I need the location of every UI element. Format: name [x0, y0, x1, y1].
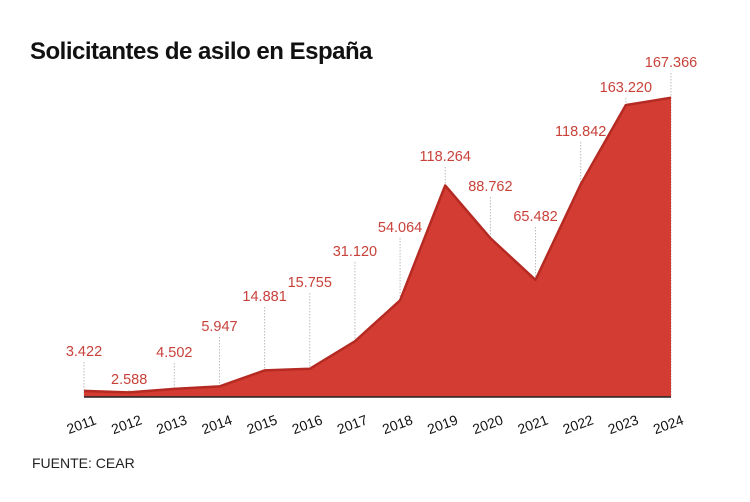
area-layer	[83, 96, 672, 398]
x-tick-label: 2024	[651, 411, 686, 437]
data-label: 118.842	[555, 124, 606, 140]
x-tick-label: 2016	[290, 411, 325, 437]
data-labels: 3.422 2.588 4.502 5.947 14.88115.75531.12054…	[66, 55, 697, 388]
data-label: 167.366	[645, 55, 697, 71]
data-label: 88.762	[468, 179, 512, 195]
x-tick-label: 2023	[606, 411, 641, 437]
x-axis-ticks: 2011 2012 2013 2014 2015 2016 2017 2018 2019 2020…	[64, 411, 685, 437]
area-line	[83, 96, 672, 394]
data-label: 31.120	[333, 244, 377, 260]
x-tick-label: 2013	[154, 411, 189, 437]
x-tick-label: 2012	[109, 411, 144, 437]
data-label: 163.220	[600, 80, 652, 96]
data-label: 15.755	[288, 275, 332, 291]
source-note: FUENTE: CEAR	[32, 455, 135, 471]
data-label: 65.482	[513, 209, 557, 225]
x-tick-label: 2014	[199, 411, 234, 437]
chart-title: Solicitantes de asilo en España	[30, 38, 372, 65]
x-tick-label: 2019	[425, 411, 460, 437]
data-label: 4.502	[156, 345, 192, 361]
x-tick-label: 2015	[245, 411, 280, 437]
x-tick-label: 2017	[335, 411, 370, 437]
x-tick-label: 2022	[561, 411, 596, 437]
data-label: 2.588	[111, 372, 147, 388]
x-tick-label: 2020	[470, 411, 505, 437]
data-label: 118.264	[420, 149, 471, 165]
data-label: 5.947	[201, 319, 237, 335]
data-label: 14.881	[242, 289, 286, 305]
data-label: 3.422	[66, 344, 102, 360]
x-tick-label: 2011	[64, 412, 98, 437]
data-label: 54.064	[378, 220, 422, 236]
area-fill	[84, 97, 671, 397]
x-tick-label: 2018	[380, 411, 415, 437]
x-tick-label: 2021	[515, 411, 550, 437]
